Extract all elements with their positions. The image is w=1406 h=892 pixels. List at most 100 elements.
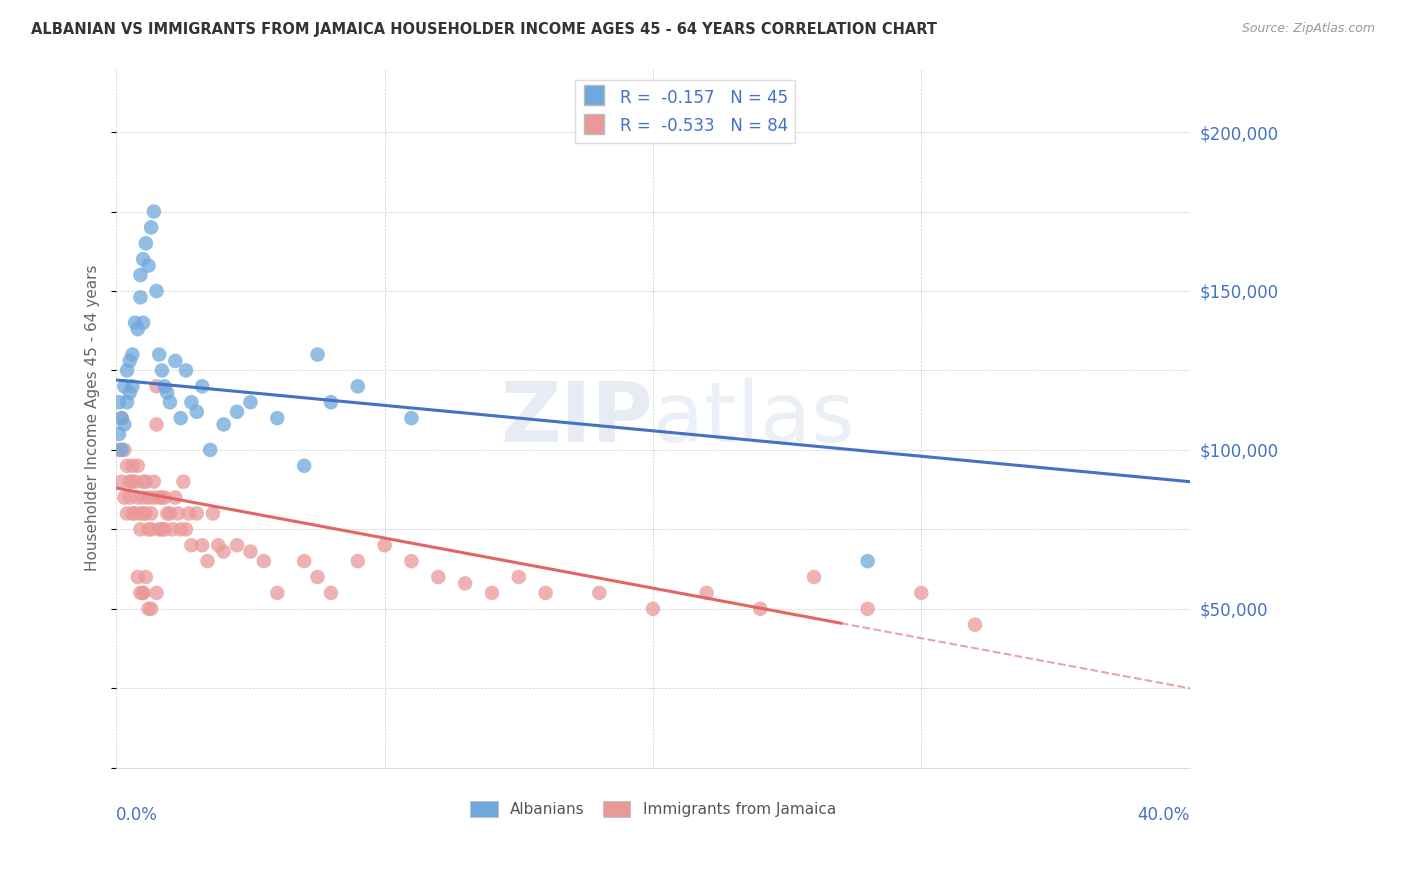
Point: [910, 586, 932, 600]
Point: [401, 411, 423, 425]
Point: [121, 458, 143, 473]
Point: [197, 554, 219, 568]
Point: [153, 379, 176, 393]
Point: [135, 570, 157, 584]
Point: [129, 507, 152, 521]
Point: [138, 522, 160, 536]
Point: [148, 347, 170, 361]
Point: [212, 544, 235, 558]
Point: [135, 475, 157, 489]
Point: [170, 411, 193, 425]
Point: [177, 507, 200, 521]
Point: [124, 316, 146, 330]
Point: [148, 522, 170, 536]
Point: [115, 507, 138, 521]
Point: [191, 379, 214, 393]
Point: [172, 475, 194, 489]
Point: [162, 522, 184, 536]
Point: [135, 507, 157, 521]
Point: [427, 570, 450, 584]
Point: [159, 507, 181, 521]
Point: [129, 290, 152, 304]
Text: 40.0%: 40.0%: [1137, 806, 1189, 824]
Point: [454, 576, 477, 591]
Point: [374, 538, 396, 552]
Point: [127, 491, 149, 505]
Point: [588, 586, 610, 600]
Point: [121, 379, 143, 393]
Point: [226, 538, 249, 552]
Point: [174, 363, 197, 377]
Point: [156, 507, 179, 521]
Point: [132, 491, 155, 505]
Point: [121, 507, 143, 521]
Legend: Albanians, Immigrants from Jamaica: Albanians, Immigrants from Jamaica: [464, 795, 842, 823]
Point: [212, 417, 235, 432]
Point: [145, 417, 167, 432]
Point: [141, 507, 163, 521]
Point: [132, 316, 155, 330]
Point: [132, 507, 155, 521]
Point: [153, 491, 176, 505]
Point: [145, 379, 167, 393]
Point: [153, 522, 176, 536]
Point: [346, 554, 368, 568]
Text: Source: ZipAtlas.com: Source: ZipAtlas.com: [1241, 22, 1375, 36]
Point: [201, 507, 224, 521]
Point: [129, 522, 152, 536]
Point: [108, 442, 131, 457]
Point: [132, 586, 155, 600]
Point: [132, 586, 155, 600]
Point: [112, 442, 135, 457]
Point: [186, 405, 208, 419]
Point: [138, 491, 160, 505]
Point: [145, 284, 167, 298]
Point: [191, 538, 214, 552]
Point: [207, 538, 229, 552]
Point: [174, 522, 197, 536]
Point: [156, 385, 179, 400]
Point: [508, 570, 530, 584]
Point: [108, 427, 131, 442]
Point: [115, 395, 138, 409]
Point: [141, 522, 163, 536]
Point: [856, 554, 879, 568]
Point: [142, 475, 165, 489]
Point: [111, 411, 134, 425]
Point: [180, 538, 202, 552]
Point: [129, 268, 152, 282]
Point: [239, 395, 262, 409]
Point: [159, 395, 181, 409]
Point: [138, 602, 160, 616]
Text: ALBANIAN VS IMMIGRANTS FROM JAMAICA HOUSEHOLDER INCOME AGES 45 - 64 YEARS CORREL: ALBANIAN VS IMMIGRANTS FROM JAMAICA HOUS…: [31, 22, 936, 37]
Point: [112, 491, 135, 505]
Point: [132, 252, 155, 267]
Point: [121, 347, 143, 361]
Point: [115, 458, 138, 473]
Point: [963, 617, 986, 632]
Point: [307, 347, 329, 361]
Point: [129, 586, 152, 600]
Point: [346, 379, 368, 393]
Y-axis label: Householder Income Ages 45 - 64 years: Householder Income Ages 45 - 64 years: [86, 265, 100, 572]
Point: [319, 395, 342, 409]
Point: [266, 411, 288, 425]
Point: [115, 363, 138, 377]
Point: [124, 507, 146, 521]
Point: [127, 458, 149, 473]
Text: ZIP: ZIP: [501, 377, 652, 458]
Point: [150, 522, 173, 536]
Point: [127, 570, 149, 584]
Point: [534, 586, 557, 600]
Point: [111, 442, 134, 457]
Point: [118, 354, 141, 368]
Point: [112, 379, 135, 393]
Point: [112, 417, 135, 432]
Point: [118, 491, 141, 505]
Point: [170, 522, 193, 536]
Point: [266, 586, 288, 600]
Point: [856, 602, 879, 616]
Point: [145, 586, 167, 600]
Point: [121, 475, 143, 489]
Point: [165, 354, 187, 368]
